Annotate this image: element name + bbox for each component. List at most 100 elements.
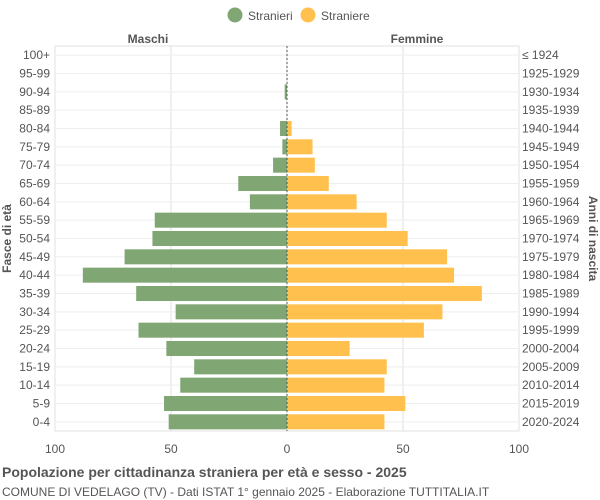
- bar-straniere-75-79: [287, 139, 313, 155]
- age-group-label: 60-64: [19, 195, 50, 209]
- age-group-label: 35-39: [19, 287, 50, 301]
- birth-year-label: 2015-2019: [522, 397, 580, 411]
- bar-straniere-65-69: [287, 175, 329, 192]
- legend-swatch-straniere: [300, 7, 316, 23]
- bar-straniere-50-54: [287, 230, 408, 247]
- birth-year-label: 1950-1954: [522, 158, 580, 172]
- age-group-label: 10-14: [19, 378, 50, 392]
- birth-year-label: 1995-1999: [522, 323, 580, 337]
- birth-year-label: 1985-1989: [522, 287, 580, 301]
- x-axis-ticks: 100 50 0 50 100: [45, 442, 529, 456]
- birth-year-label: 1935-1939: [522, 103, 580, 117]
- bar-stranieri-70-74: [273, 157, 287, 173]
- x-tick-label: 50: [396, 442, 410, 456]
- legend-label-stranieri: Stranieri: [248, 9, 293, 23]
- bar-stranieri-15-19: [194, 359, 287, 375]
- bar-straniere-40-44: [287, 267, 455, 283]
- bar-stranieri-80-84: [280, 120, 287, 137]
- age-group-label: 25-29: [19, 323, 50, 337]
- age-group-label: 75-79: [19, 140, 50, 154]
- bar-stranieri-5-9: [164, 395, 287, 412]
- birth-year-label: 1940-1944: [522, 122, 580, 136]
- bar-straniere-35-39: [287, 285, 482, 302]
- birth-year-label: 1975-1979: [522, 250, 580, 264]
- bar-stranieri-0-4: [168, 414, 287, 430]
- caption-title: Popolazione per cittadinanza straniera p…: [2, 464, 407, 480]
- bar-stranieri-10-14: [180, 377, 287, 393]
- bar-stranieri-60-64: [249, 194, 287, 210]
- birth-year-label: 1945-1949: [522, 140, 580, 154]
- birth-year-label: 1960-1964: [522, 195, 580, 209]
- bar-stranieri-50-54: [152, 230, 287, 247]
- birth-year-label: 1970-1974: [522, 232, 580, 246]
- x-tick-label: 0: [284, 442, 291, 456]
- bar-straniere-20-24: [287, 340, 350, 357]
- bar-stranieri-65-69: [238, 175, 287, 192]
- birth-year-label: 1990-1994: [522, 305, 580, 319]
- bar-straniere-80-84: [287, 120, 292, 137]
- age-group-label: 85-89: [19, 103, 50, 117]
- bars-stranieri: [82, 84, 287, 430]
- x-tick-label: 100: [509, 442, 529, 456]
- age-group-label: 20-24: [19, 342, 50, 356]
- bar-straniere-45-49: [287, 249, 448, 265]
- birth-year-label: 1965-1969: [522, 213, 580, 227]
- birth-year-label: 2020-2024: [522, 415, 580, 429]
- age-group-labels: 100+ 95-99 90-94 85-89 80-84 75-79 70-74 65-69 6…: [19, 48, 50, 429]
- bar-straniere-70-74: [287, 157, 315, 173]
- bar-stranieri-35-39: [136, 285, 287, 302]
- age-group-label: 55-59: [19, 213, 50, 227]
- age-group-label: 5-9: [33, 397, 51, 411]
- bar-straniere-60-64: [287, 194, 357, 210]
- age-group-label: 90-94: [19, 85, 50, 99]
- bar-stranieri-90-94: [284, 84, 287, 100]
- bar-straniere-30-34: [287, 304, 443, 320]
- caption-subtitle: COMUNE DI VEDELAGO (TV) - Dati ISTAT 1° …: [2, 485, 490, 499]
- population-pyramid-chart: Stranieri Straniere Maschi Femmine 100+ 95-…: [0, 7, 600, 456]
- bar-straniere-5-9: [287, 395, 406, 412]
- birth-year-label: ≤ 1924: [522, 48, 559, 62]
- age-group-label: 95-99: [19, 67, 50, 81]
- birth-year-label: 2005-2009: [522, 360, 580, 374]
- birth-year-label: 2010-2014: [522, 378, 580, 392]
- header-maschi: Maschi: [128, 32, 169, 46]
- bar-stranieri-25-29: [138, 322, 287, 338]
- age-group-label: 40-44: [19, 268, 50, 282]
- x-tick-label: 100: [45, 442, 65, 456]
- bar-straniere-25-29: [287, 322, 424, 338]
- bar-stranieri-45-49: [124, 249, 287, 265]
- age-group-label: 100+: [23, 48, 50, 62]
- chart-headers: Maschi Femmine: [128, 32, 444, 46]
- age-group-label: 80-84: [19, 122, 50, 136]
- legend: Stranieri Straniere: [227, 7, 370, 23]
- birth-year-label: 1980-1984: [522, 268, 580, 282]
- legend-swatch-stranieri: [227, 7, 243, 23]
- header-femmine: Femmine: [391, 32, 444, 46]
- age-group-label: 65-69: [19, 177, 50, 191]
- bars-straniere: [287, 120, 482, 430]
- axis-titles: Fasce di età Anni di nascita: [0, 196, 600, 282]
- birth-year-label: 1930-1934: [522, 85, 580, 99]
- age-group-label: 70-74: [19, 158, 50, 172]
- bar-stranieri-40-44: [82, 267, 287, 283]
- age-group-label: 0-4: [33, 415, 51, 429]
- legend-label-straniere: Straniere: [321, 9, 370, 23]
- y-axis-title-right: Anni di nascita: [586, 196, 600, 282]
- bar-straniere-10-14: [287, 377, 385, 393]
- birth-year-labels: ≤ 1924 1925-1929 1930-1934 1935-1939 1940-19…: [522, 48, 580, 429]
- age-group-label: 45-49: [19, 250, 50, 264]
- x-tick-label: 50: [164, 442, 178, 456]
- birth-year-label: 1925-1929: [522, 67, 580, 81]
- birth-year-label: 1955-1959: [522, 177, 580, 191]
- bar-stranieri-55-59: [154, 212, 287, 228]
- bar-straniere-0-4: [287, 414, 385, 430]
- birth-year-label: 2000-2004: [522, 342, 580, 356]
- bar-stranieri-20-24: [166, 340, 287, 357]
- bar-straniere-55-59: [287, 212, 387, 228]
- age-group-label: 50-54: [19, 232, 50, 246]
- age-group-label: 30-34: [19, 305, 50, 319]
- bar-straniere-15-19: [287, 359, 387, 375]
- bar-stranieri-75-79: [282, 139, 287, 155]
- y-axis-title-left: Fasce di età: [0, 204, 14, 273]
- bar-stranieri-30-34: [175, 304, 287, 320]
